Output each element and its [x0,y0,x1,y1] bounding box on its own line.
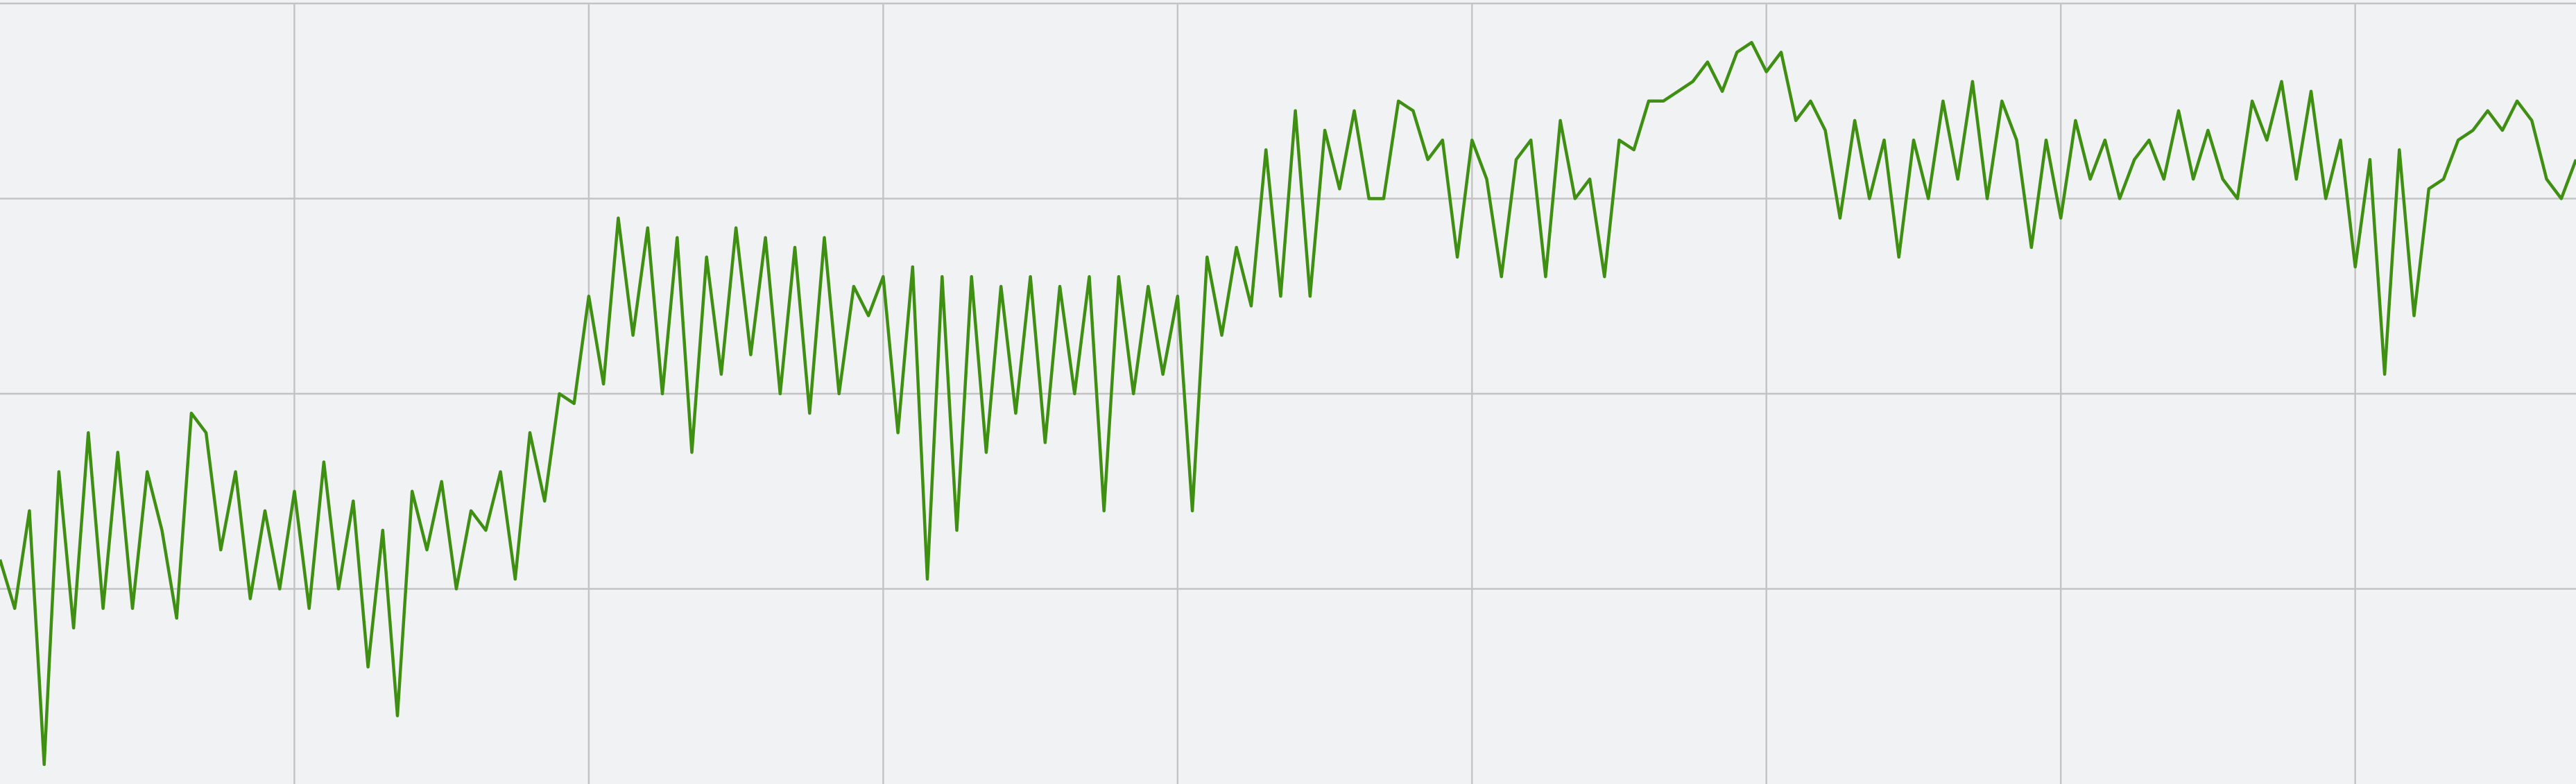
data-line [0,41,2576,767]
